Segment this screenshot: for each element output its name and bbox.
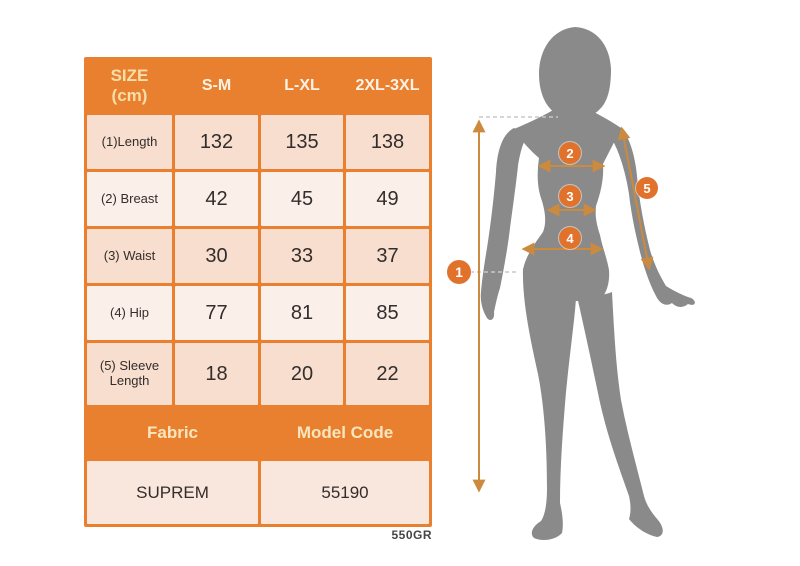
breast-sm: 42 — [175, 172, 258, 226]
fabric-header: Fabric — [146, 423, 199, 443]
measurement-figure: 1 2 3 4 5 — [430, 0, 730, 566]
sleeve-lxl: 20 — [261, 343, 343, 405]
marker-4-hip: 4 — [559, 227, 581, 249]
size-header-line1: SIZE — [110, 66, 149, 86]
hip-sm: 77 — [175, 286, 258, 340]
female-body-silhouette — [480, 27, 695, 541]
sleeve-2xl3xl: 22 — [346, 343, 429, 405]
row-label-hip: (4) Hip — [87, 286, 172, 340]
breast-2xl3xl: 49 — [346, 172, 429, 226]
size-unit-header: SIZE (cm) — [87, 60, 172, 112]
breast-lxl: 45 — [261, 172, 343, 226]
row-label-sleeve-length: (5) Sleeve Length — [87, 343, 172, 405]
silhouette-left-arm — [480, 128, 528, 320]
column-header-sm: S-M — [201, 76, 232, 94]
marker-1-length: 1 — [447, 260, 471, 284]
measurement-arrows — [472, 119, 654, 493]
hip-lxl: 81 — [261, 286, 343, 340]
length-lxl: 135 — [261, 115, 343, 169]
size-header-line2: (cm) — [111, 86, 148, 105]
row-label-waist: (3) Waist — [87, 229, 172, 283]
model-code-header: Model Code — [296, 423, 394, 443]
column-header-lxl: L-XL — [284, 76, 320, 94]
row-label-breast: (2) Breast — [87, 172, 172, 226]
column-header-2xl3xl: 2XL-3XL — [355, 76, 420, 94]
marker-3-waist: 3 — [559, 185, 581, 207]
silhouette-right-leg — [577, 292, 663, 537]
length-sm: 132 — [175, 115, 258, 169]
marker-2-breast: 2 — [559, 142, 581, 164]
marker-5-sleeve: 5 — [636, 177, 658, 199]
length-2xl3xl: 138 — [346, 115, 429, 169]
row-label-length: (1)Length — [87, 115, 172, 169]
fabric-value: SUPREM — [87, 461, 258, 524]
weight-note: 550GR — [391, 528, 432, 542]
sleeve-arrow — [617, 126, 654, 271]
hip-2xl3xl: 85 — [346, 286, 429, 340]
waist-2xl3xl: 37 — [346, 229, 429, 283]
waist-sm: 30 — [175, 229, 258, 283]
body-silhouette-svg — [470, 27, 695, 541]
size-chart-table: SIZE (cm) S-M L-XL 2XL-3XL (1)Length 132… — [84, 57, 432, 527]
silhouette-left-leg — [522, 268, 576, 541]
sleeve-sm: 18 — [175, 343, 258, 405]
silhouette-head — [539, 27, 611, 119]
model-code-value: 55190 — [261, 461, 429, 524]
waist-lxl: 33 — [261, 229, 343, 283]
silhouette-right-arm — [613, 127, 695, 307]
